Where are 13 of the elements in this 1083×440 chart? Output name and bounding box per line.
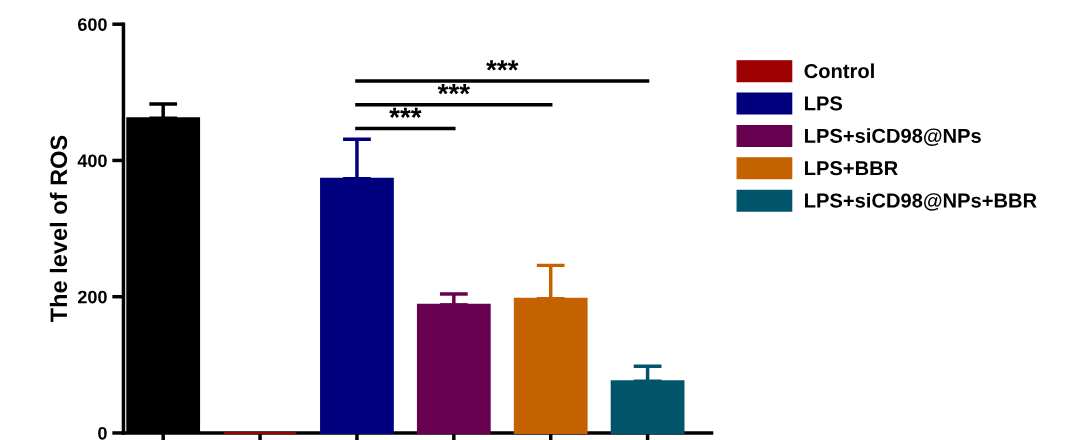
legend-label: LPS+BBR bbox=[805, 161, 898, 176]
y-tick-label: 600 bbox=[78, 18, 107, 31]
legend-label: Control bbox=[804, 63, 874, 79]
legend-label: LPS+siCD98@NPs+BBR bbox=[805, 192, 1037, 211]
y-tick-label: 200 bbox=[77, 290, 107, 304]
annotation: *** bbox=[486, 60, 519, 71]
legend-label: LPS bbox=[805, 96, 843, 111]
annotation: *** bbox=[437, 83, 471, 95]
y-axis-title: The level of ROS bbox=[49, 135, 68, 323]
annotation: *** bbox=[389, 107, 422, 118]
y-tick-label: 0 bbox=[98, 426, 107, 440]
y-tick-label: 400 bbox=[77, 154, 107, 168]
legend-label: LPS+siCD98@NPs bbox=[805, 128, 981, 146]
